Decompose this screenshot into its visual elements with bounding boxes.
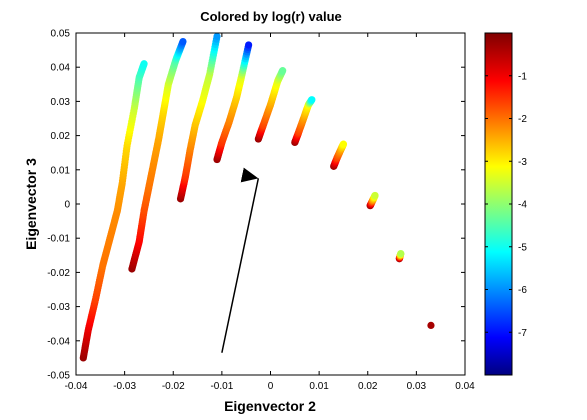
data-point xyxy=(427,321,435,330)
y-tick-label: 0.05 xyxy=(51,29,71,40)
y-tick-label: 0.01 xyxy=(51,165,71,176)
data-point xyxy=(245,41,253,49)
data-point xyxy=(371,191,379,200)
arrow-annotation xyxy=(221,167,260,353)
data-point xyxy=(179,37,187,46)
data-point xyxy=(213,32,221,41)
x-tick-label: 0.04 xyxy=(455,381,475,392)
plot-area xyxy=(76,33,465,375)
y-tick-label: 0.02 xyxy=(51,131,71,142)
y-tick-label: 0.04 xyxy=(51,63,71,74)
data-point xyxy=(140,60,148,68)
colorbar-tick-label: -6 xyxy=(518,285,527,296)
y-tick-label: 0 xyxy=(64,200,70,211)
colorbar xyxy=(484,32,513,376)
x-tick-label: -0.04 xyxy=(65,381,88,392)
data-point xyxy=(397,249,405,258)
chart-title: Colored by log(r) value xyxy=(200,9,342,24)
colorbar-tick-label: -1 xyxy=(518,71,527,82)
colorbar-tick-label: -2 xyxy=(518,114,527,125)
colorbar-tick-label: -5 xyxy=(518,242,527,253)
x-axis-label: Eigenvector 2 xyxy=(224,398,316,414)
colorbar-tick-label: -3 xyxy=(518,157,527,168)
y-tick-label: 0.03 xyxy=(51,97,71,108)
y-tick-label: -0.03 xyxy=(47,302,70,313)
x-tick-label: -0.01 xyxy=(210,381,233,392)
colorbar-axis: -1 -2 -3 -4 -5 -6 -7 xyxy=(485,71,527,339)
y-tick-label: -0.05 xyxy=(47,371,70,382)
x-axis: -0.04 -0.03 -0.02 -0.01 0 0.01 0.02 0.03 0.04 xyxy=(65,33,475,392)
y-tick-label: -0.01 xyxy=(47,234,70,245)
x-tick-label: 0 xyxy=(268,381,274,392)
x-tick-label: 0.02 xyxy=(358,381,378,392)
x-tick-label: -0.02 xyxy=(162,381,185,392)
data-points-layer xyxy=(79,32,435,362)
x-tick-label: 0.03 xyxy=(407,381,427,392)
y-tick-label: -0.04 xyxy=(47,336,70,347)
y-axis-label: Eigenvector 3 xyxy=(23,158,39,250)
x-tick-label: 0.01 xyxy=(309,381,329,392)
colorbar-tick-label: -4 xyxy=(518,200,527,211)
data-point xyxy=(308,96,316,104)
y-tick-label: -0.02 xyxy=(47,268,70,279)
y-axis: 0.05 0.04 0.03 0.02 0.01 0 -0.01 -0.02 -0.03 -0.0… xyxy=(47,29,465,382)
annotation-layer xyxy=(221,167,260,353)
data-point xyxy=(279,67,287,75)
data-point xyxy=(339,140,348,148)
colorbar-tick-label: -7 xyxy=(518,328,527,339)
x-tick-label: -0.03 xyxy=(113,381,136,392)
